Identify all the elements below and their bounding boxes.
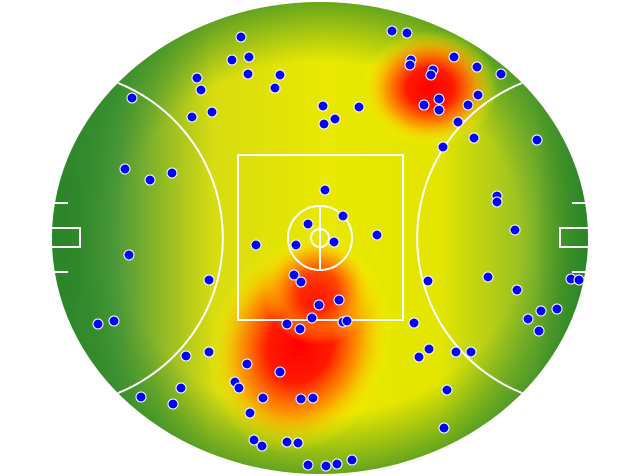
point — [281, 436, 293, 448]
point — [472, 89, 484, 101]
point — [413, 351, 425, 363]
point — [533, 325, 545, 337]
point — [288, 269, 300, 281]
point — [401, 27, 413, 39]
point — [333, 294, 345, 306]
point — [167, 398, 179, 410]
point — [318, 118, 330, 130]
point — [535, 305, 547, 317]
point — [337, 210, 349, 222]
point — [423, 343, 435, 355]
point — [108, 315, 120, 327]
point — [119, 163, 131, 175]
point — [353, 101, 365, 113]
point — [92, 318, 104, 330]
point — [482, 271, 494, 283]
point — [319, 184, 331, 196]
point — [257, 392, 269, 404]
point — [404, 59, 416, 71]
point — [294, 323, 306, 335]
point — [465, 346, 477, 358]
point — [243, 51, 255, 63]
point — [203, 346, 215, 358]
point — [281, 318, 293, 330]
point — [468, 132, 480, 144]
point — [180, 350, 192, 362]
point — [491, 196, 503, 208]
point — [241, 358, 253, 370]
point — [329, 113, 341, 125]
point — [186, 111, 198, 123]
point — [307, 392, 319, 404]
point — [448, 51, 460, 63]
point — [256, 440, 268, 452]
point — [386, 25, 398, 37]
field-lines — [52, 82, 588, 394]
point — [233, 382, 245, 394]
point — [551, 303, 563, 315]
point — [302, 218, 314, 230]
point — [306, 312, 318, 324]
point — [462, 99, 474, 111]
point — [437, 141, 449, 153]
point — [274, 69, 286, 81]
point — [290, 239, 302, 251]
point — [242, 68, 254, 80]
point — [135, 391, 147, 403]
point — [175, 382, 187, 394]
point — [433, 104, 445, 116]
point — [144, 174, 156, 186]
point — [166, 167, 178, 179]
point — [509, 224, 521, 236]
point — [433, 93, 445, 105]
point — [450, 346, 462, 358]
point — [441, 384, 453, 396]
point — [250, 239, 262, 251]
point — [203, 274, 215, 286]
point — [522, 313, 534, 325]
point — [511, 284, 523, 296]
point — [126, 92, 138, 104]
point — [471, 61, 483, 73]
point — [206, 106, 218, 118]
point — [346, 454, 358, 466]
point — [408, 317, 420, 329]
point — [317, 100, 329, 112]
point — [422, 275, 434, 287]
point — [274, 366, 286, 378]
point — [341, 315, 353, 327]
point — [244, 407, 256, 419]
point — [248, 434, 260, 446]
point — [235, 31, 247, 43]
point — [531, 134, 543, 146]
point — [495, 68, 507, 80]
point — [295, 276, 307, 288]
point — [320, 460, 332, 472]
point — [295, 393, 307, 405]
point — [371, 229, 383, 241]
point — [195, 84, 207, 96]
point — [292, 437, 304, 449]
point — [328, 236, 340, 248]
point — [313, 299, 325, 311]
point — [438, 422, 450, 434]
point — [269, 82, 281, 94]
point — [302, 459, 314, 471]
point — [123, 249, 135, 261]
point — [452, 116, 464, 128]
point — [331, 458, 343, 470]
point — [573, 274, 585, 286]
point — [425, 69, 437, 81]
point — [191, 72, 203, 84]
point — [226, 54, 238, 66]
point — [418, 99, 430, 111]
